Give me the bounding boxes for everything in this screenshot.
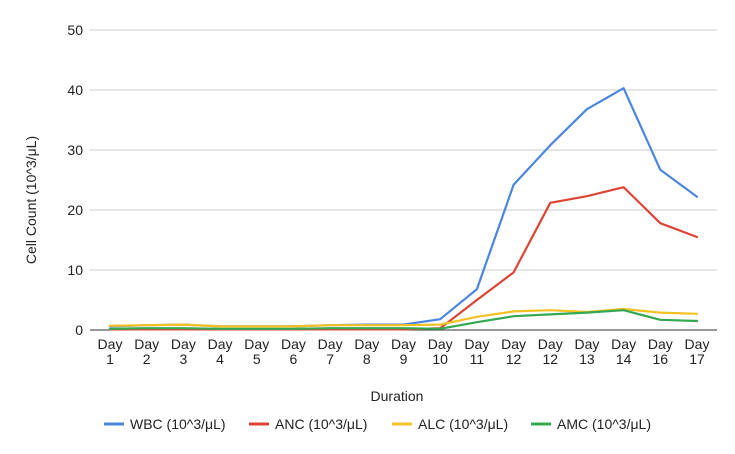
- legend-label-alc: ALC (10^3/μL): [418, 416, 508, 432]
- x-tick-label: Day 8: [354, 336, 379, 367]
- x-axis-title: Duration: [371, 388, 424, 404]
- x-tick-label: Day 4: [208, 336, 233, 367]
- y-tick-label: 10: [67, 262, 83, 278]
- x-tick-label: Day 13: [574, 336, 599, 367]
- x-tick-label: Day 2: [134, 336, 159, 367]
- x-tick-label: Day 16: [648, 336, 673, 367]
- x-tick-label: Day 11: [464, 336, 489, 367]
- x-tick-label: Day 17: [685, 336, 710, 367]
- legend-label-wbc: WBC (10^3/μL): [130, 416, 226, 432]
- x-tick-label: Day 12: [501, 336, 526, 367]
- series-line-wbc: [108, 87, 699, 328]
- series-line-anc: [108, 186, 699, 331]
- x-tick-label: Day 3: [171, 336, 196, 367]
- y-axis-ticks: 0 10 20 30 40 50: [67, 22, 83, 338]
- series-lines: [108, 87, 699, 331]
- series-line-amc: [108, 309, 699, 330]
- x-tick-label: Day 14: [611, 336, 636, 367]
- legend-label-amc: AMC (10^3/μL): [557, 416, 651, 432]
- legend: WBC (10^3/μL) ANC (10^3/μL) ALC (10^3/μL) A…: [104, 416, 651, 432]
- x-tick-label: Day 6: [281, 336, 306, 367]
- legend-label-anc: ANC (10^3/μL): [275, 416, 367, 432]
- gridlines: [90, 29, 717, 331]
- y-tick-label: 30: [67, 142, 83, 158]
- y-tick-label: 40: [67, 82, 83, 98]
- x-tick-label: Day 12: [538, 336, 563, 367]
- y-tick-label: 50: [67, 22, 83, 38]
- x-tick-label: Day 7: [318, 336, 343, 367]
- y-tick-label: 0: [75, 322, 83, 338]
- y-tick-label: 20: [67, 202, 83, 218]
- x-tick-label: Day 10: [428, 336, 453, 367]
- x-tick-label: Day 9: [391, 336, 416, 367]
- y-axis-title: Cell Count (10^3/μL): [23, 136, 39, 264]
- x-tick-label: Day 5: [244, 336, 269, 367]
- x-tick-label: Day 1: [98, 336, 123, 367]
- x-axis-ticks: Day 1 Day 2 Day 3 Day 4 Day 5 Day 6 Day 7 Day 8 Day 9 Day 1…: [98, 336, 710, 367]
